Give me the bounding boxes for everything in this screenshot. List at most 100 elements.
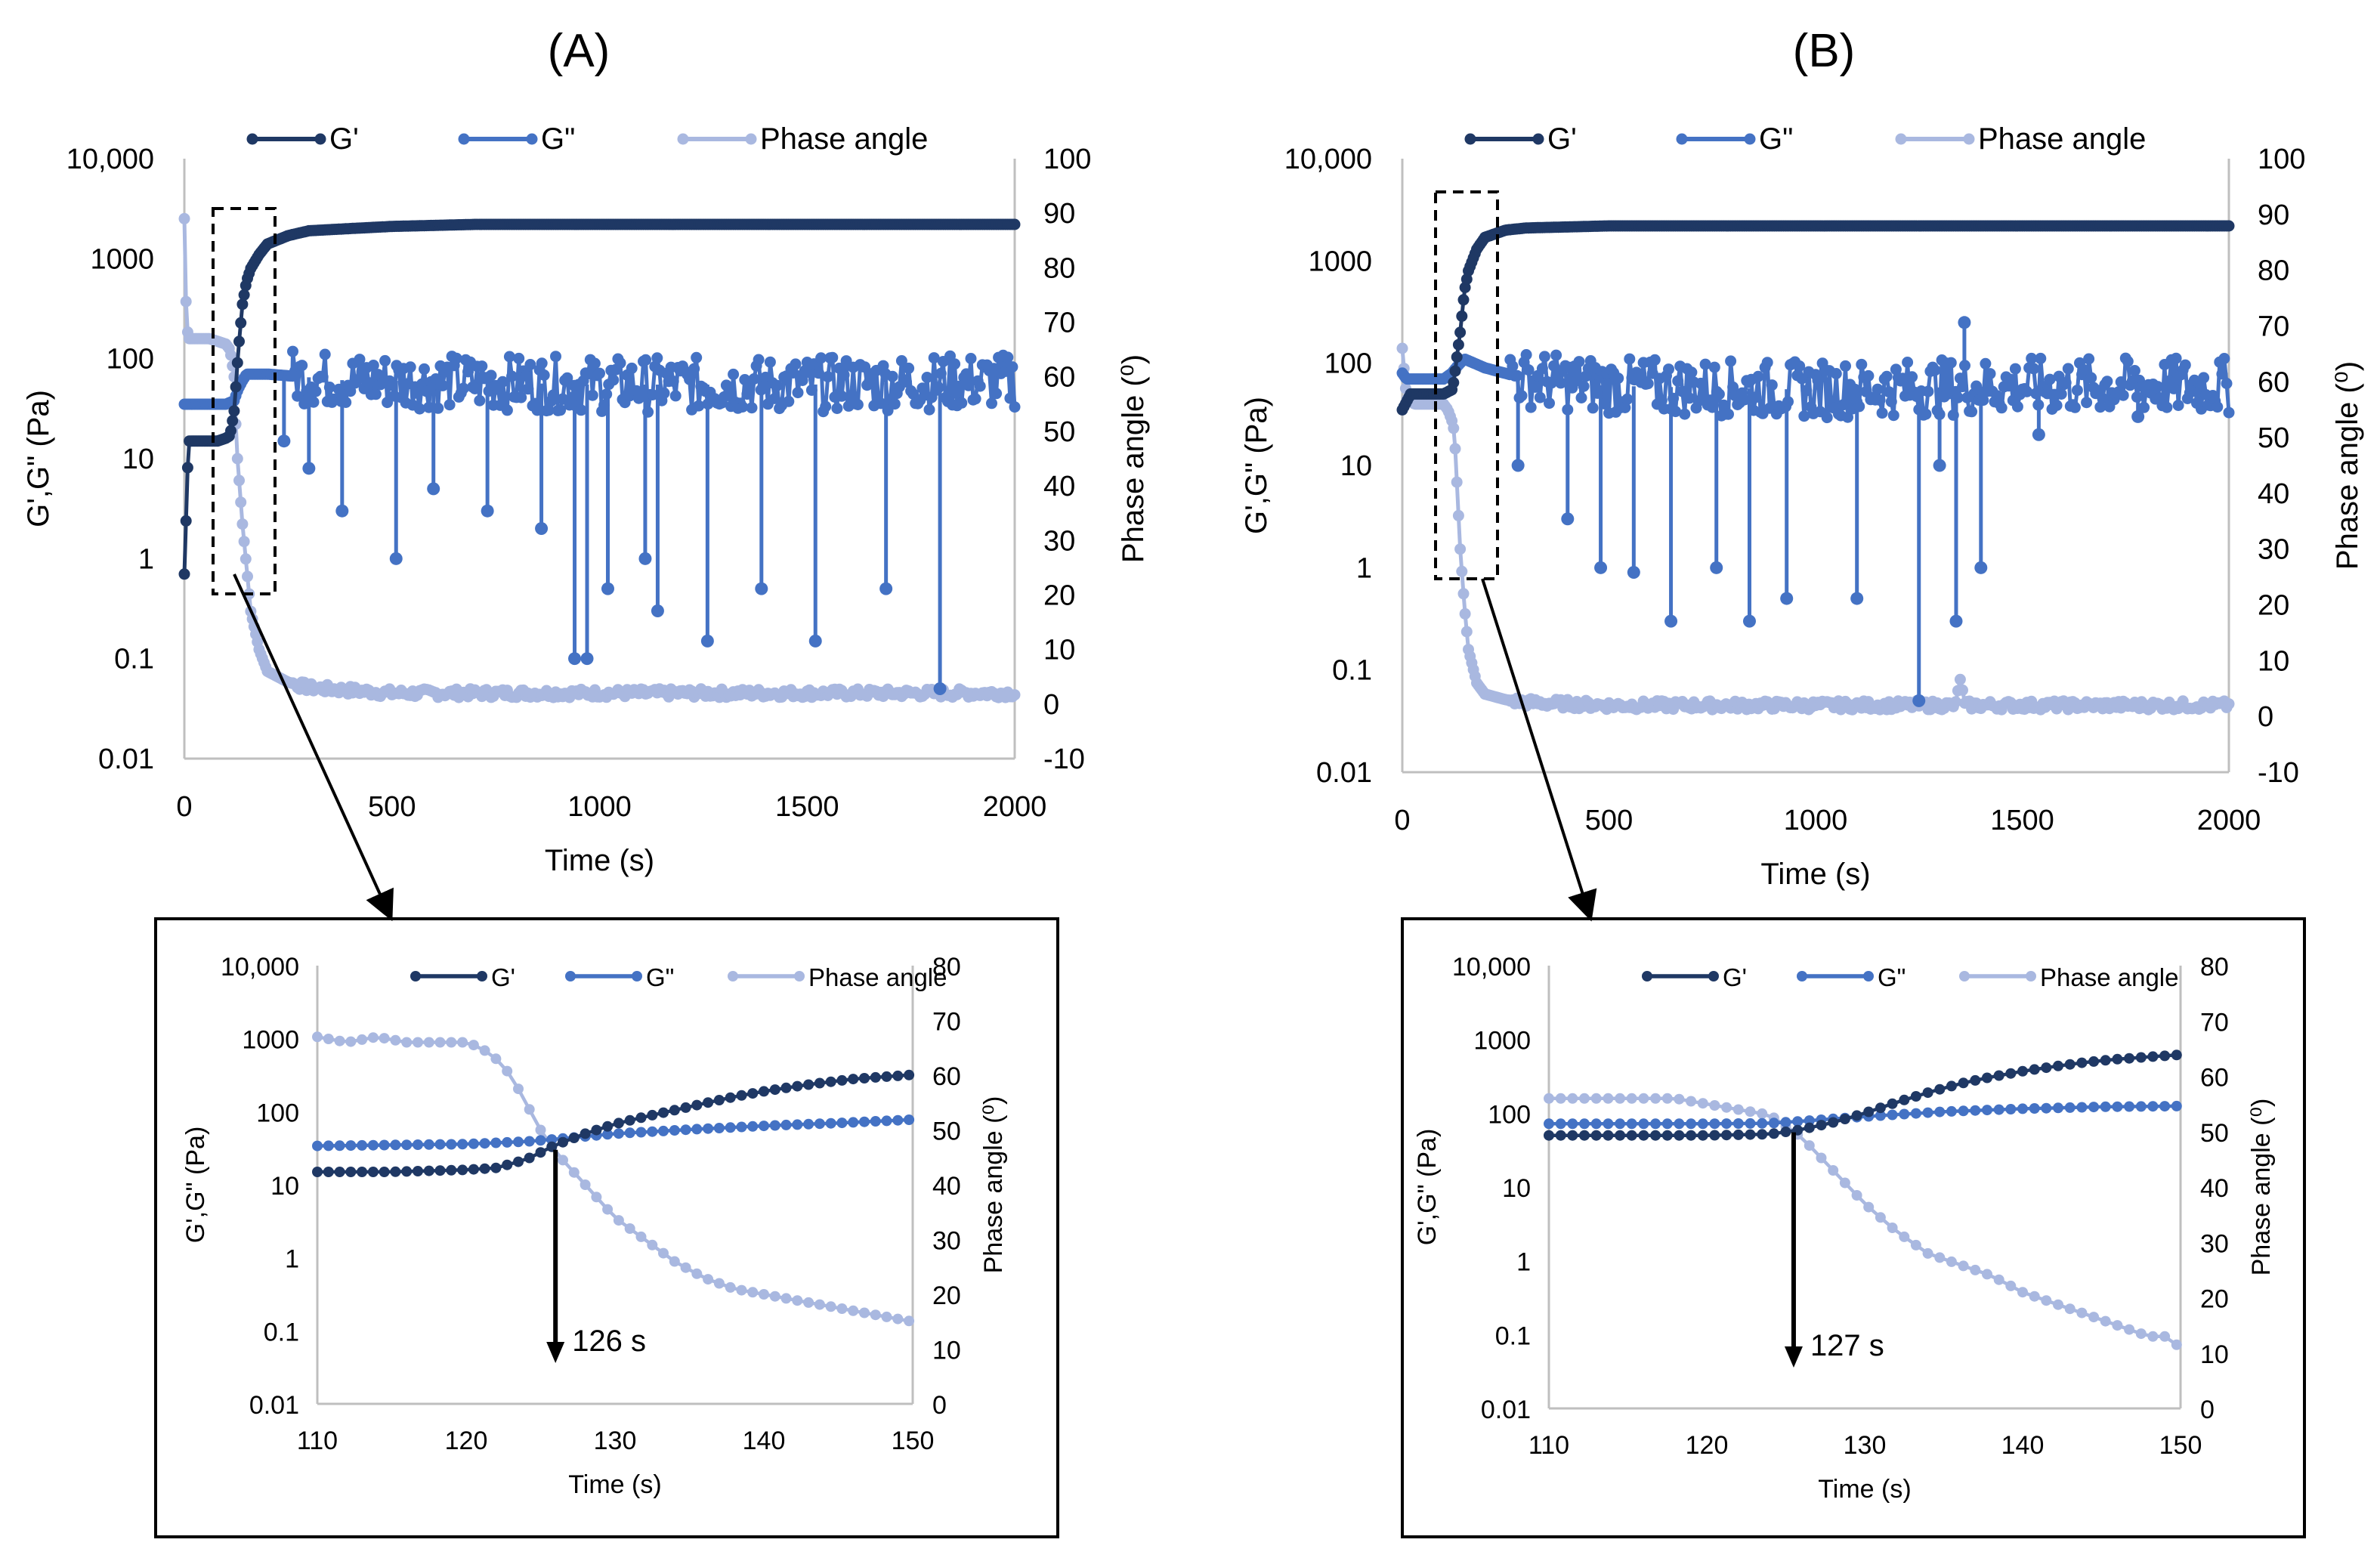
data-point-gpp xyxy=(2069,401,2081,413)
data-point-gpp xyxy=(1995,402,2008,414)
x-axis-title: Time (s) xyxy=(568,1470,661,1499)
data-point-gpp xyxy=(1984,368,1996,380)
data-point-gp xyxy=(1899,1094,1910,1105)
y-left-tick-label: 1000 xyxy=(1473,1027,1531,1056)
data-point-gp xyxy=(233,335,245,348)
data-point-gpp xyxy=(614,357,626,369)
inset-frame-b xyxy=(1401,917,2306,1538)
data-point-phase xyxy=(769,1291,780,1302)
x-tick-label: 110 xyxy=(297,1427,338,1455)
data-point-gp xyxy=(747,1088,759,1099)
data-point-phase xyxy=(334,1035,345,1046)
y-right-tick-label: 40 xyxy=(2200,1174,2229,1203)
x-tick-label: 130 xyxy=(594,1427,637,1455)
data-point-phase xyxy=(602,1204,614,1215)
data-point-gp xyxy=(1449,365,1461,377)
data-point-gpp xyxy=(367,360,379,371)
data-point-phase xyxy=(1686,1096,1697,1107)
data-point-gpp xyxy=(635,1127,647,1138)
data-point-gp xyxy=(1887,1098,1898,1109)
data-point-gpp xyxy=(889,398,901,410)
data-point-gpp xyxy=(684,373,696,385)
data-point-gpp xyxy=(815,352,827,364)
data-point-gpp xyxy=(1792,1116,1804,1127)
data-point-gpp xyxy=(351,374,363,386)
data-point-gpp xyxy=(935,367,947,379)
legend-marker-phase xyxy=(728,971,738,981)
data-point-gpp xyxy=(1573,356,1585,368)
data-point-gpp xyxy=(1874,394,1886,407)
data-point-gpp xyxy=(1663,363,1674,376)
x-tick-label: 150 xyxy=(2159,1431,2202,1460)
y-right-tick-label: 30 xyxy=(1043,525,1075,557)
data-point-gpp xyxy=(825,1117,836,1129)
data-point-gp xyxy=(1732,1129,1744,1140)
data-point-gpp xyxy=(1757,1117,1768,1129)
data-point-gpp xyxy=(522,383,534,395)
data-point-gpp xyxy=(1876,407,1888,419)
data-point-gp xyxy=(2147,1051,2159,1062)
data-point-gpp xyxy=(561,372,573,384)
y-right-tick-label: 70 xyxy=(932,1008,961,1037)
data-point-gp xyxy=(1946,1080,1957,1092)
data-point-gpp xyxy=(1555,1118,1566,1130)
data-point-phase xyxy=(759,1289,769,1300)
data-point-gp xyxy=(180,515,192,527)
data-point-phase xyxy=(240,553,252,565)
data-point-gpp xyxy=(2085,372,2097,384)
data-point-gpp xyxy=(434,1139,446,1150)
data-point-gpp xyxy=(1993,1104,2004,1115)
data-point-gpp xyxy=(1922,385,1934,397)
legend-label-gp: G' xyxy=(1723,963,1747,991)
data-point-gpp xyxy=(1897,372,1909,385)
data-point-phase xyxy=(881,1311,892,1322)
data-point-gpp xyxy=(1686,1118,1697,1130)
data-point-phase xyxy=(2053,1299,2063,1310)
spike-point-gpp xyxy=(1664,614,1678,628)
data-point-gpp xyxy=(312,1140,323,1151)
y-right-tick-label: -10 xyxy=(2258,757,2299,789)
data-point-gpp xyxy=(450,352,462,364)
data-point-gpp xyxy=(323,1140,334,1151)
data-point-gpp xyxy=(921,372,933,383)
data-point-gpp xyxy=(703,1123,714,1134)
data-point-gpp xyxy=(822,371,834,383)
data-point-gp xyxy=(238,289,250,301)
data-point-gpp xyxy=(474,394,486,407)
spike-point-gpp xyxy=(651,604,664,618)
data-point-gpp xyxy=(550,351,561,363)
data-point-gpp xyxy=(1507,360,1519,372)
data-point-gpp xyxy=(2179,359,2191,371)
data-point-gpp xyxy=(503,351,515,363)
data-point-phase xyxy=(713,1278,725,1289)
data-point-gp xyxy=(1828,1117,1839,1128)
data-point-gpp xyxy=(1615,1118,1626,1130)
x-tick-label: 120 xyxy=(445,1427,488,1455)
data-point-gpp xyxy=(1881,370,1893,382)
data-point-gp xyxy=(1460,274,1473,285)
legend-marker-phase xyxy=(2026,971,2036,981)
data-point-gp xyxy=(2053,1060,2063,1071)
y-right-tick-label: 30 xyxy=(2200,1229,2229,1258)
x-axis-title: Time (s) xyxy=(1818,1475,1911,1504)
legend-label-gp: G' xyxy=(1547,122,1577,156)
data-point-gp xyxy=(1816,1120,1827,1131)
connector-arrow-a xyxy=(233,573,394,922)
x-tick-label: 120 xyxy=(1686,1431,1729,1460)
data-point-gpp xyxy=(803,1118,814,1130)
data-point-gp xyxy=(635,1112,647,1124)
data-point-phase xyxy=(1544,1093,1554,1104)
data-point-gp xyxy=(2017,1065,2028,1077)
y-right-tick-label: 20 xyxy=(1043,580,1075,611)
data-point-phase xyxy=(1709,1100,1720,1111)
data-point-gp xyxy=(513,1156,524,1167)
data-point-gpp xyxy=(287,345,298,357)
y-right-tick-label: -10 xyxy=(1043,743,1085,775)
data-point-phase xyxy=(1454,543,1467,555)
y-left-tick-label: 10 xyxy=(1502,1174,1531,1203)
x-tick-label: 500 xyxy=(1585,805,1633,836)
y-axis-title-right: Phase angle (⁰) xyxy=(2331,361,2364,570)
data-point-phase xyxy=(591,1192,602,1203)
y-right-tick-label: 40 xyxy=(932,1172,961,1201)
data-point-gpp xyxy=(1887,1109,1898,1121)
